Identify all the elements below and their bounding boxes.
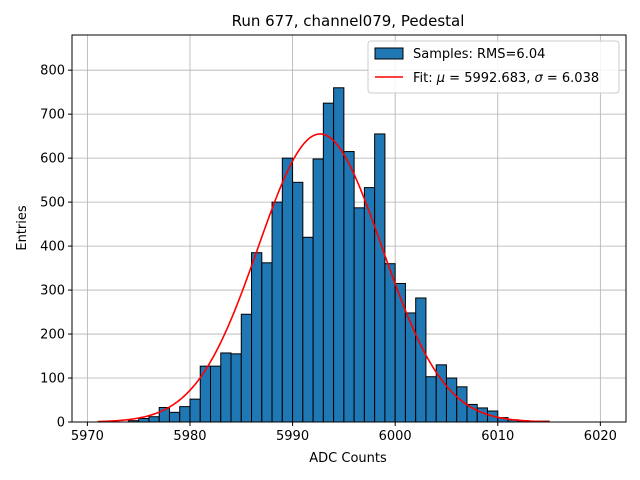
- legend: Samples: RMS=6.04 Fit: μ = 5992.683, σ =…: [367, 40, 620, 94]
- histogram-bar: [189, 398, 201, 423]
- histogram-bar: [251, 252, 263, 423]
- y-axis-label: Entries: [15, 205, 30, 251]
- legend-fit-mu-symbol: μ: [436, 71, 445, 86]
- legend-fit-mu-value: = 5992.683,: [445, 71, 534, 86]
- y-tick-label: 600: [40, 152, 65, 167]
- y-tick-label: 200: [40, 328, 65, 343]
- fit-curve-group: [97, 133, 550, 423]
- legend-hist-label: Samples: RMS=6.04: [413, 47, 545, 62]
- legend-fit-sigma-symbol: σ: [535, 71, 544, 86]
- histogram-bar: [425, 376, 437, 423]
- histogram-bar: [292, 181, 304, 423]
- histogram-bar: [138, 417, 150, 423]
- histogram-bar: [148, 416, 160, 423]
- x-tick-label: 5970: [71, 429, 104, 444]
- y-tick-label: 500: [40, 196, 65, 211]
- histogram-bar: [343, 151, 355, 423]
- legend-box: [367, 40, 620, 94]
- y-tick-label: 400: [40, 240, 65, 255]
- histogram-bar: [168, 411, 181, 423]
- histogram-bars: [127, 87, 550, 423]
- x-axis-ticks: 5970 5980 5990 6000 6010 6020: [71, 422, 617, 444]
- x-tick-label: 5980: [173, 429, 206, 444]
- histogram-bar: [333, 87, 345, 423]
- x-tick-label: 6010: [481, 429, 514, 444]
- legend-fit-sigma-value: = 6.038: [543, 71, 599, 86]
- y-tick-label: 700: [40, 108, 65, 123]
- histogram-bar: [312, 158, 324, 423]
- histogram-bar: [476, 407, 489, 423]
- histogram-bar: [394, 282, 406, 423]
- histogram-bar: [302, 236, 314, 423]
- histogram-bar: [261, 262, 273, 423]
- y-tick-label: 0: [57, 416, 65, 431]
- histogram-bar: [179, 406, 191, 423]
- histogram-bar: [353, 207, 365, 423]
- legend-fit-label: Fit: μ = 5992.683, σ = 6.038: [413, 71, 599, 86]
- legend-hist-swatch: [374, 47, 404, 60]
- x-tick-label: 6020: [584, 429, 617, 444]
- histogram-bar: [415, 297, 427, 423]
- histogram-bar: [322, 102, 335, 423]
- chart-title: Run 677, channel079, Pedestal: [232, 12, 465, 30]
- histogram-bar: [240, 313, 253, 423]
- histogram-bar: [384, 263, 396, 423]
- y-tick-label: 800: [40, 64, 65, 79]
- x-tick-label: 5990: [276, 429, 309, 444]
- histogram-bar: [281, 157, 294, 423]
- legend-fit-prefix: Fit:: [413, 71, 437, 86]
- histogram-bar: [374, 133, 386, 423]
- plot-frame: [71, 34, 627, 423]
- y-tick-label: 100: [40, 372, 65, 387]
- histogram-bar: [230, 353, 242, 423]
- y-axis-ticks: 0 100 200 300 400 500 600 700 800: [40, 64, 72, 431]
- fit-curve: [97, 133, 550, 423]
- x-tick-label: 6000: [379, 429, 412, 444]
- x-axis-label: ADC Counts: [309, 451, 387, 466]
- histogram-bar: [445, 377, 458, 423]
- y-tick-label: 300: [40, 284, 65, 299]
- histogram-bar: [271, 201, 283, 423]
- histogram-bar: [220, 352, 232, 423]
- histogram-bar: [210, 365, 222, 423]
